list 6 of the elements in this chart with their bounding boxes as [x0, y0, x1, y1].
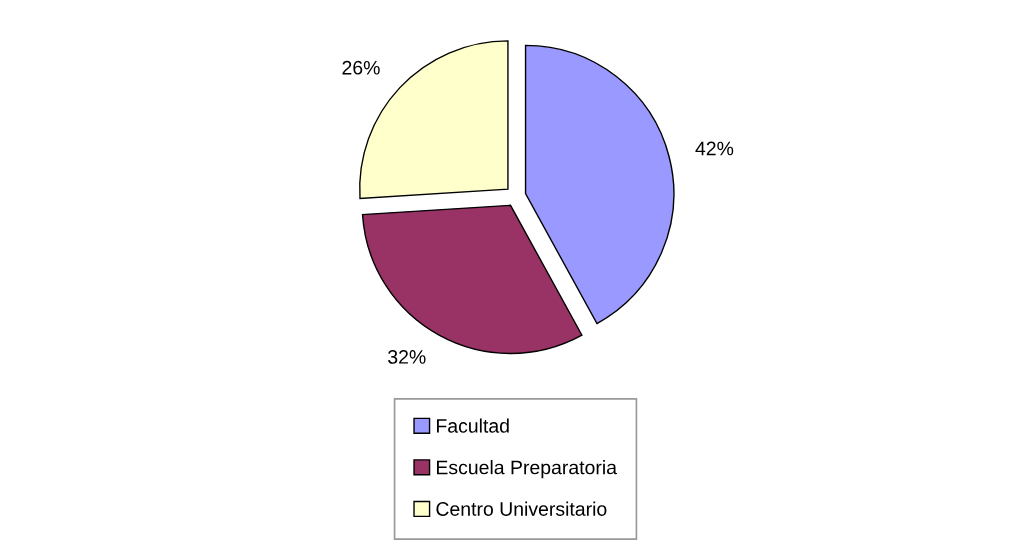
data-label: 26%: [342, 60, 380, 75]
data-label: 42%: [695, 141, 734, 156]
data-label: 32%: [388, 350, 426, 364]
legend-label: Centro Universitario: [436, 501, 607, 516]
legend-label: Facultad: [437, 418, 509, 433]
legend-label: Escuela Preparatoria: [437, 460, 617, 479]
